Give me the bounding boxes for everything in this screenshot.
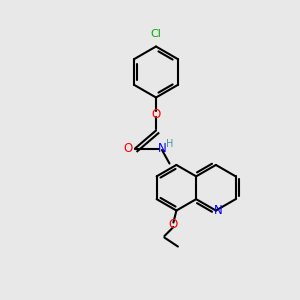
Text: N: N <box>214 204 223 217</box>
Text: H: H <box>166 139 173 149</box>
Text: N: N <box>158 142 166 155</box>
Text: O: O <box>123 142 132 155</box>
Text: Cl: Cl <box>151 29 161 39</box>
Text: O: O <box>169 218 178 230</box>
Text: O: O <box>152 107 160 121</box>
